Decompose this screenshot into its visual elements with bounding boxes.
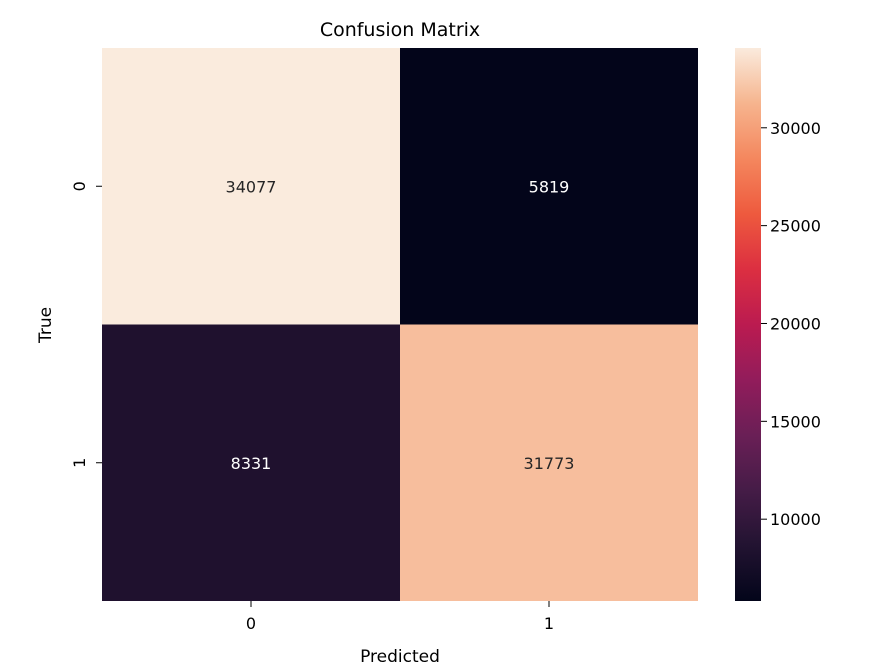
cell-value-label: 31773 — [524, 454, 575, 473]
x-axis-label: Predicted — [360, 647, 440, 667]
chart-title: Confusion Matrix — [320, 19, 480, 41]
y-axis-ticks: 01 — [70, 181, 102, 468]
heatmap-cells — [102, 48, 698, 601]
heatmap-cell — [102, 324, 400, 601]
y-tick-label: 0 — [70, 181, 89, 191]
colorbar-tick-label: 25000 — [770, 217, 821, 236]
y-axis-label: True — [36, 307, 56, 344]
heatmap-cell — [102, 48, 400, 325]
y-tick-label: 1 — [70, 458, 89, 468]
cell-value-label: 8331 — [231, 454, 272, 473]
colorbar-tick-label: 10000 — [770, 510, 821, 529]
x-tick-label: 1 — [544, 614, 554, 633]
colorbar — [735, 48, 761, 601]
x-tick-label: 0 — [246, 614, 256, 633]
heatmap-cell-labels: 34077 5819 8331 31773 — [226, 177, 575, 473]
cell-value-label: 34077 — [226, 177, 277, 196]
colorbar-ticks: 10000 15000 20000 25000 30000 — [761, 119, 821, 529]
cell-value-label: 5819 — [529, 177, 570, 196]
heatmap-cell — [400, 48, 698, 325]
heatmap-cell — [400, 324, 698, 601]
colorbar-tick-label: 15000 — [770, 412, 821, 431]
colorbar-tick-label: 20000 — [770, 314, 821, 333]
colorbar-tick-label: 30000 — [770, 119, 821, 138]
